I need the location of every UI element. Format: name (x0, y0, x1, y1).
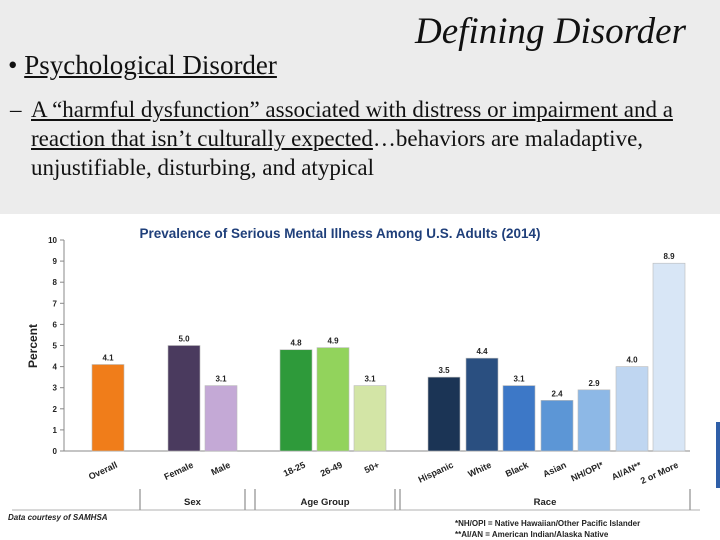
edge-accent (716, 422, 720, 488)
x-category-label: White (466, 460, 492, 479)
chart-source: Data courtesy of SAMHSA (8, 513, 108, 522)
bar-2-or-more (652, 262, 686, 452)
x-category-label: AI/AN** (610, 460, 643, 483)
group-label: Sex (184, 497, 202, 508)
bar-male (204, 385, 238, 452)
bar-value-label: 4.1 (102, 353, 114, 362)
bar-value-label: 4.9 (327, 337, 339, 346)
bar-asian (540, 400, 574, 452)
bar-value-label: 4.0 (626, 356, 638, 365)
bar-value-label: 4.4 (476, 347, 488, 356)
definition-rest: …behaviors are maladaptive, unjustifiabl… (31, 126, 644, 180)
bar-value-label: 2.4 (551, 389, 563, 398)
sub-bullet-text: A “harmful dysfunction” associated with … (31, 95, 700, 182)
bar-nh-opi- (577, 389, 611, 452)
x-category-label: 2 or More (639, 460, 680, 486)
bar-overall (91, 364, 125, 452)
bar-value-label: 5.0 (178, 335, 190, 344)
chart-title: Prevalence of Serious Mental Illness Amo… (139, 226, 540, 241)
definition-underlined: A “harmful dysfunction” associated with … (31, 97, 673, 151)
y-tick-label: 6 (53, 320, 58, 329)
y-tick-label: 1 (53, 426, 58, 435)
chart-footnote: **AI/AN = American Indian/Alaska Native (455, 530, 609, 539)
y-tick-label: 7 (53, 299, 58, 308)
bar-black (502, 385, 536, 452)
x-category-label: Asian (541, 460, 567, 479)
x-category-label: Overall (87, 460, 119, 482)
bar-female (167, 345, 201, 452)
y-tick-label: 9 (53, 257, 58, 266)
x-category-label: 26-49 (319, 460, 344, 479)
x-category-label: Male (209, 460, 231, 478)
chart-footnote: *NH/OPI = Native Hawaiian/Other Pacific … (455, 519, 640, 528)
bar-value-label: 8.9 (663, 252, 675, 261)
y-tick-label: 5 (53, 342, 58, 351)
x-category-label: NH/OPI* (569, 460, 605, 484)
x-category-label: Hispanic (417, 460, 455, 485)
x-category-label: 18-25 (282, 460, 307, 479)
bullet-psychological-disorder: • Psychological Disorder (8, 50, 277, 81)
bar-value-label: 4.8 (290, 339, 302, 348)
bar-hispanic (427, 376, 461, 452)
bar-white (465, 357, 499, 452)
y-tick-label: 8 (53, 278, 58, 287)
y-tick-label: 0 (53, 447, 58, 456)
y-tick-label: 2 (53, 405, 58, 414)
y-tick-label: 10 (48, 236, 57, 245)
x-category-label: 50+ (363, 460, 381, 476)
bullet-dot: • (8, 50, 25, 80)
bar-value-label: 3.1 (215, 375, 227, 384)
sub-bullet-dash: – (10, 97, 22, 122)
bar-ai-an- (615, 366, 649, 452)
group-label: Age Group (300, 497, 349, 508)
bar-50- (353, 385, 387, 452)
y-tick-label: 4 (53, 363, 58, 372)
bar-value-label: 3.1 (364, 375, 376, 384)
y-tick-label: 3 (53, 384, 58, 393)
bar-26-49 (316, 347, 350, 452)
bar-value-label: 3.5 (438, 366, 450, 375)
slide-title: Defining Disorder (415, 11, 686, 52)
bullet-label: Psychological Disorder (24, 50, 277, 80)
bar-18-25 (279, 349, 313, 452)
y-axis-label: Percent (26, 324, 40, 368)
bar-value-label: 3.1 (513, 375, 525, 384)
sub-bullet-definition: – A “harmful dysfunction” associated wit… (10, 95, 700, 182)
x-category-label: Black (504, 459, 531, 479)
chart-container: Prevalence of Serious Mental Illness Amo… (0, 214, 720, 540)
group-label: Race (534, 497, 557, 508)
x-category-label: Female (162, 460, 194, 482)
serious-mental-illness-chart: Prevalence of Serious Mental Illness Amo… (8, 226, 720, 539)
bar-value-label: 2.9 (588, 379, 600, 388)
